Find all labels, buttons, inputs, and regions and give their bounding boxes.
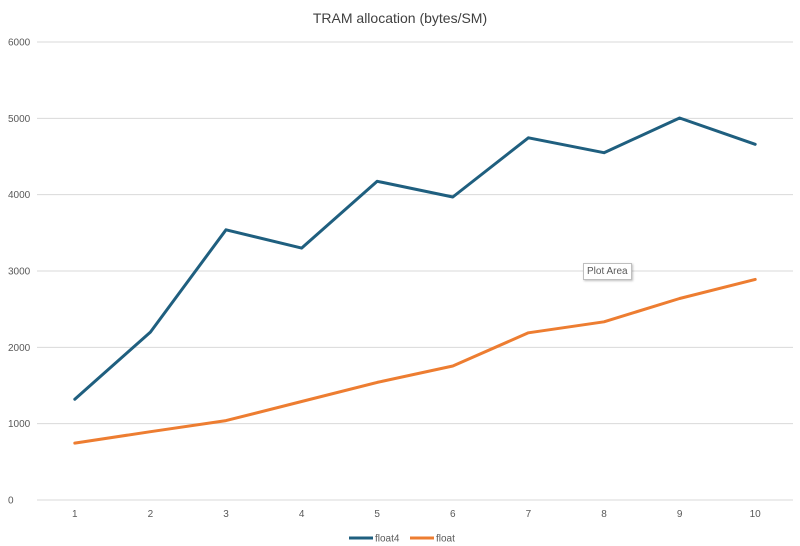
y-tick-label: 4000 [8,190,31,201]
legend-label-float4: float4 [375,534,400,545]
y-tick-label: 6000 [8,38,31,49]
x-tick-label: 5 [374,509,380,520]
gridlines [37,41,793,501]
y-tick-label: 1000 [8,419,31,430]
chart-title: TRAM allocation (bytes/SM) [313,10,487,26]
plot-area-tooltip: Plot Area [583,263,632,280]
x-tick-label: 7 [526,509,532,520]
x-tick-label: 6 [450,509,456,520]
x-tick-label: 2 [148,509,154,520]
x-tick-label: 10 [750,509,762,520]
series-line-float [73,277,757,445]
x-tick-label: 4 [299,509,305,520]
x-tick-label: 1 [72,509,78,520]
x-axis-ticks: 1 2 3 4 5 6 7 8 9 10 [72,509,761,520]
x-tick-label: 9 [677,509,683,520]
y-tick-label: 3000 [8,267,31,278]
series-line-float4 [73,116,757,401]
series-lines [73,116,757,445]
y-tick-label: 2000 [8,343,31,354]
legend: float4 float [349,534,455,545]
x-tick-label: 3 [223,509,229,520]
y-axis-ticks: 0 1000 2000 3000 4000 5000 6000 [8,38,31,507]
x-tick-label: 8 [601,509,607,520]
legend-label-float: float [436,534,455,545]
y-tick-label: 5000 [8,114,31,125]
y-tick-label: 0 [8,496,14,507]
